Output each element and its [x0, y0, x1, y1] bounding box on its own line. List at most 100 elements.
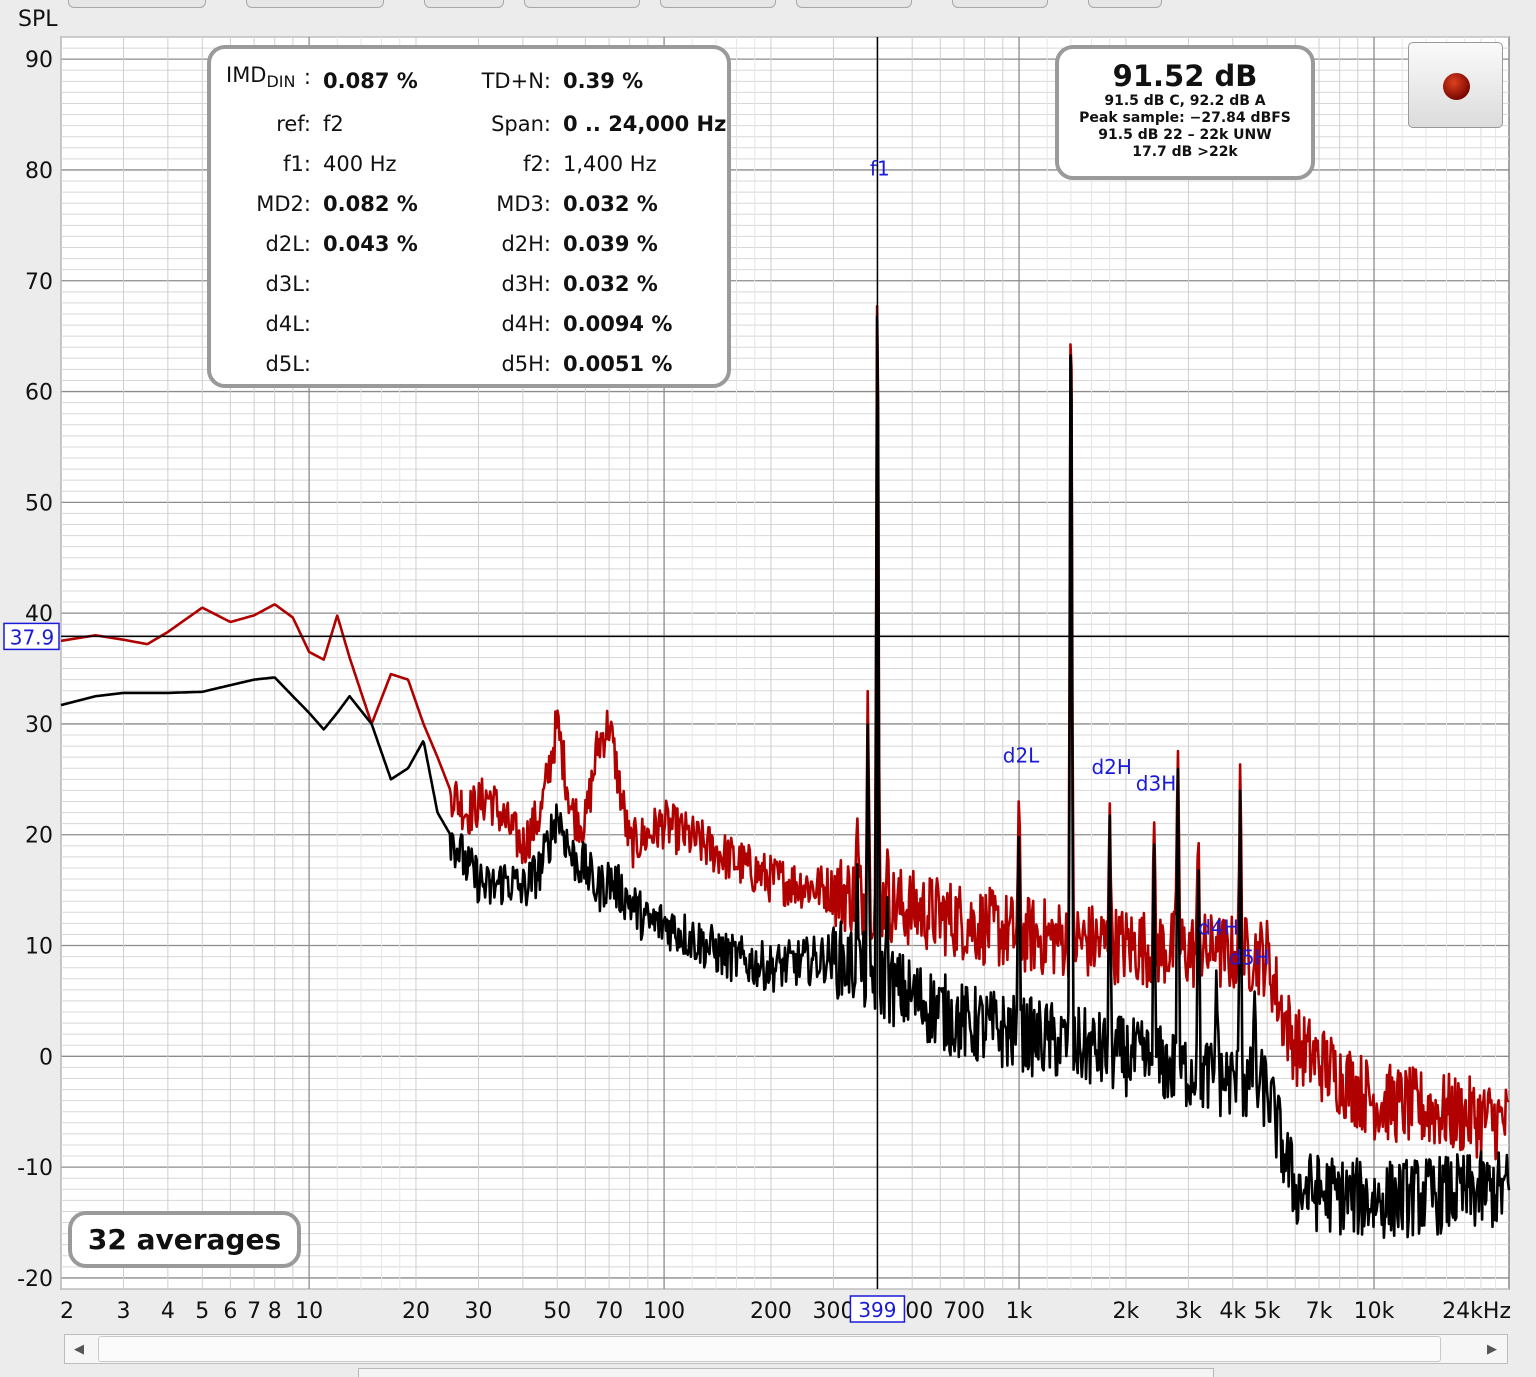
cursor[interactable]: 37.9 399	[3, 37, 1509, 1323]
averages-panel: 32 averages	[68, 1211, 301, 1268]
d2h-label: d2H:	[501, 232, 551, 256]
d5h-label: d5H:	[501, 352, 551, 376]
level-above-22k: 17.7 dB >22k	[1132, 144, 1238, 160]
x-tick-label: 2k	[1113, 1299, 1140, 1324]
d2l-label: d2L:	[265, 232, 311, 256]
x-tick-label: 300	[812, 1299, 854, 1324]
cursor-y-readout-box	[3, 622, 60, 651]
f1-label: f1:	[283, 152, 311, 176]
x-tick-label: 700	[943, 1299, 985, 1324]
f2-label: f2:	[523, 152, 551, 176]
toolbar-button[interactable]	[952, 0, 1048, 8]
span-value: 0 .. 24,000 Hz	[563, 112, 727, 136]
tdn-label: TD+N:	[481, 69, 551, 93]
toolbar-button[interactable]	[796, 0, 912, 8]
y-tick-label: 70	[25, 270, 53, 295]
series-layer	[60, 304, 1511, 1239]
x-tick-label: 10	[295, 1299, 323, 1324]
level-unweighted: 91.5 dB 22 – 22k UNW	[1098, 127, 1272, 143]
level-weighted: 91.5 dB C, 92.2 dB A	[1104, 93, 1266, 109]
x-tick-label: 5k	[1254, 1299, 1281, 1324]
cursor-x-readout: 399	[858, 1298, 896, 1322]
y-tick-label: -10	[17, 1156, 53, 1181]
tdn-value: 0.39 %	[563, 69, 644, 93]
d4h-label: d4H:	[501, 312, 551, 336]
d3h-label: d3H:	[501, 272, 551, 296]
level-peak-sample: Peak sample: −27.84 dBFS	[1079, 110, 1291, 126]
y-tick-label: -20	[17, 1267, 53, 1292]
x-tick-label: 7	[247, 1299, 261, 1324]
d2h-value: 0.039 %	[563, 232, 658, 256]
cursor-x-readout-box	[849, 1295, 906, 1323]
harmonic-label-f1: f1	[870, 156, 890, 180]
d2l-value: 0.043 %	[323, 232, 418, 256]
record-dot-icon	[1443, 73, 1470, 100]
y-axis-label: SPL	[18, 7, 58, 32]
harmonic-label-d2H: d2H	[1091, 755, 1131, 779]
x-tick-label: 8	[268, 1299, 282, 1324]
bottom-panel-edge	[358, 1368, 1214, 1377]
span-label: Span:	[491, 112, 551, 136]
d5l-label: d5L:	[265, 352, 311, 376]
toolbar-button[interactable]	[660, 0, 776, 8]
x-tick-label: 3k	[1175, 1299, 1202, 1324]
averages-label: 32 averages	[87, 1223, 282, 1256]
f1-value: 400 Hz	[323, 152, 397, 176]
imd-label: IMDDIN	[226, 63, 296, 92]
ref-value: f2	[323, 112, 344, 136]
level-panel: 91.52 dB 91.5 dB C, 92.2 dB A Peak sampl…	[1055, 45, 1315, 180]
y-tick-label: 60	[25, 381, 53, 406]
scroll-left-arrow-icon[interactable]: ◀	[74, 1341, 84, 1356]
imd-colon: :	[303, 65, 311, 89]
scroll-right-arrow-icon[interactable]: ▶	[1487, 1341, 1497, 1356]
md2-value: 0.082 %	[323, 192, 418, 216]
d3h-value: 0.032 %	[563, 272, 658, 296]
x-tick-label: 50	[543, 1299, 571, 1324]
toolbar-button[interactable]	[1088, 0, 1162, 8]
harmonic-label-d4H: d4H	[1198, 915, 1238, 939]
toolbar-button[interactable]	[246, 0, 384, 8]
scrollbar-thumb[interactable]	[98, 1336, 1441, 1362]
x-tick-label: 20	[402, 1299, 430, 1324]
y-tick-label: 80	[25, 159, 53, 184]
toolbar-button[interactable]	[524, 0, 640, 8]
y-tick-label: 50	[25, 491, 53, 516]
x-tick-label: 7k	[1306, 1299, 1333, 1324]
x-tick-label: 1k	[1006, 1299, 1033, 1324]
x-tick-label: 6	[223, 1299, 237, 1324]
x-tick-label: 10k	[1354, 1299, 1395, 1324]
x-tick-label: 2	[60, 1299, 74, 1324]
x-tick-label: 4k	[1219, 1299, 1246, 1324]
series-black-spectrum	[60, 315, 1511, 1239]
imd-value: 0.087 %	[323, 69, 418, 93]
series-red-spectrum	[60, 304, 1510, 1161]
x-tick-label: 3	[117, 1299, 131, 1324]
d5h-value: 0.0051 %	[563, 352, 673, 376]
x-tick-label: 4	[161, 1299, 175, 1324]
toolbar-button[interactable]	[424, 0, 504, 8]
x-tick-label: 5	[195, 1299, 209, 1324]
x-tick-label: 30	[464, 1299, 492, 1324]
x-tick-label: 70	[595, 1299, 623, 1324]
ref-label: ref:	[276, 112, 311, 136]
md3-value: 0.032 %	[563, 192, 658, 216]
y-tick-label: 0	[39, 1045, 53, 1070]
harmonic-label-d3H: d3H	[1136, 771, 1176, 795]
harmonic-label-d5H: d5H	[1229, 945, 1269, 969]
record-button[interactable]	[1408, 42, 1503, 128]
md3-label: MD3:	[496, 192, 551, 216]
y-tick-label: 90	[25, 48, 53, 73]
imd-stats-panel: IMDDIN : 0.087 % TD+N: 0.39 % ref: f2 Sp…	[207, 45, 731, 388]
d4l-label: d4L:	[265, 312, 311, 336]
x-tick-label: 100	[643, 1299, 685, 1324]
d4h-value: 0.0094 %	[563, 312, 673, 336]
harmonic-label-d2L: d2L	[1003, 744, 1040, 768]
y-tick-label: 30	[25, 713, 53, 738]
cursor-y-readout: 37.9	[10, 625, 55, 649]
toolbar-button[interactable]	[68, 0, 206, 8]
x-tick-label: 24kHz	[1442, 1299, 1511, 1324]
imd-subscript: DIN	[266, 72, 296, 92]
